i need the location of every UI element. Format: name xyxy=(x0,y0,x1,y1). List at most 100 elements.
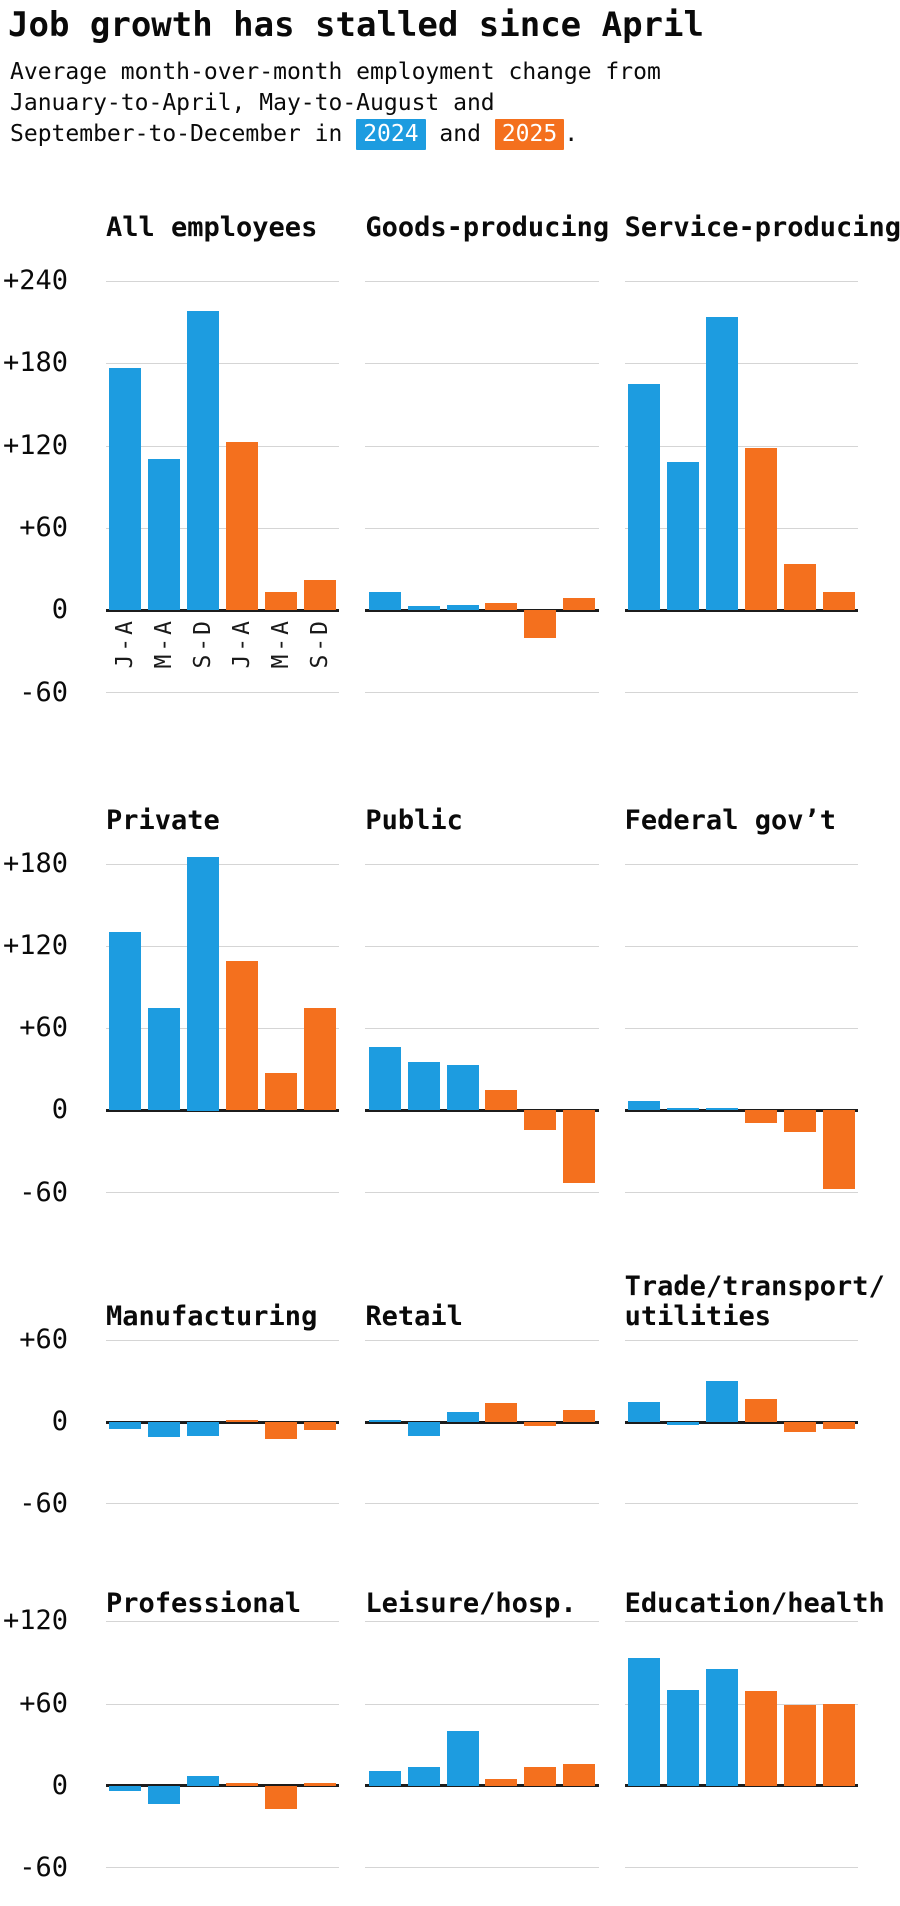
bar-2025-j-a xyxy=(744,1398,777,1423)
gridline xyxy=(365,1339,599,1341)
gridline xyxy=(106,1703,340,1705)
zero-axis-line xyxy=(106,1784,340,1788)
bar-2025-m-a xyxy=(783,1705,816,1786)
bar-2024-m-a xyxy=(407,1062,440,1111)
chart-subtitle: Average month-over-month employment chan… xyxy=(10,57,858,151)
y-tick-label: 0 xyxy=(51,1094,68,1126)
panel-title: All employees xyxy=(106,212,318,244)
bar-2024-s-d xyxy=(446,604,479,611)
chart-row-3: +60 0 -60 Manufacturing Retail Trade/transpor… xyxy=(2,1240,885,1519)
bar-2025-j-a xyxy=(485,603,518,611)
bar-2024-s-d xyxy=(187,1776,220,1786)
bar-2024-s-d xyxy=(187,311,220,611)
chart-row-4: +120 +60 0 -60 Professional Leisure/hosp. Educ… xyxy=(2,1539,885,1883)
bar-2024-s-d xyxy=(705,1107,738,1111)
panel-public: Public xyxy=(365,756,599,1193)
gridline xyxy=(365,1621,599,1623)
zero-axis-line xyxy=(624,1420,858,1424)
gridline xyxy=(624,945,858,947)
panel-title: Private xyxy=(106,804,220,836)
gridline xyxy=(365,945,599,947)
bar-2025-j-a xyxy=(485,1089,518,1111)
gridline xyxy=(106,1191,340,1193)
zero-axis-line xyxy=(624,1108,858,1112)
y-tick-label: -60 xyxy=(19,1852,68,1884)
legend-chip-2024: 2024 xyxy=(356,119,426,151)
panel-title: Retail xyxy=(365,1300,463,1332)
gridline xyxy=(106,863,340,865)
y-tick-label: -60 xyxy=(19,1488,68,1520)
bar-2024-j-a xyxy=(368,1047,401,1111)
bar-2025-s-d xyxy=(822,1703,855,1786)
gridline xyxy=(106,281,340,283)
panel-federal-gov-t: Federal gov’t xyxy=(624,756,858,1193)
panel-title: Public xyxy=(365,804,463,836)
zero-axis-line xyxy=(365,608,599,612)
bar-2025-s-d xyxy=(822,592,855,611)
bar-2025-j-a xyxy=(744,1110,777,1123)
panel-education-health: Education/health xyxy=(624,1539,885,1869)
bar-2025-m-a xyxy=(783,563,816,611)
panel-title: Professional xyxy=(106,1588,302,1620)
bar-2025-j-a xyxy=(226,960,259,1111)
y-tick-label: +180 xyxy=(2,347,68,379)
bar-2024-m-a xyxy=(666,1422,699,1425)
zero-axis-line xyxy=(365,1108,599,1112)
chart-row-2: +180 +120 +60 0 -60 Private Public Federal gov’… xyxy=(2,756,858,1208)
bar-2024-m-a xyxy=(666,1689,699,1786)
bar-2024-j-a xyxy=(628,1658,661,1786)
bar-2025-m-a xyxy=(524,1766,557,1786)
gridline xyxy=(106,363,340,365)
gridline xyxy=(365,691,599,693)
gridline xyxy=(365,1703,599,1705)
bar-2024-j-a xyxy=(368,1419,401,1423)
y-tick-label: +180 xyxy=(2,847,68,879)
bar-2025-s-d xyxy=(303,1007,336,1111)
gridline xyxy=(365,863,599,865)
panel-title: Federal gov’t xyxy=(624,804,836,836)
zero-axis-line xyxy=(624,1784,858,1788)
bar-2024-j-a xyxy=(109,1785,142,1792)
panel-trade-transport-utilities: Trade/transport/utilities xyxy=(624,1240,885,1505)
gridline xyxy=(106,527,340,529)
y-tick-label: 0 xyxy=(51,1406,68,1438)
zero-axis-line xyxy=(624,608,858,612)
bar-2025-s-d xyxy=(303,580,336,611)
gridline xyxy=(106,1028,340,1030)
bar-2024-s-d xyxy=(705,316,738,611)
bar-2025-s-d xyxy=(822,1110,855,1189)
gridline xyxy=(365,281,599,283)
y-axis: +240 +180 +120 +60 0 -60 xyxy=(2,163,80,708)
bar-2025-s-d xyxy=(563,1110,596,1184)
bar-2024-j-a xyxy=(628,383,661,611)
y-tick-label: +240 xyxy=(2,265,68,297)
page-title: Job growth has stalled since April xyxy=(8,5,704,45)
y-tick-label: +60 xyxy=(19,1012,68,1044)
panel-goods-producing: Goods-producing xyxy=(365,163,609,693)
subtitle-and: and xyxy=(425,121,495,148)
page: Job growth has stalled since April Avera… xyxy=(0,5,900,1906)
bar-2024-j-a xyxy=(109,367,142,611)
bar-2025-m-a xyxy=(265,592,297,611)
bar-2024-s-d xyxy=(705,1380,738,1423)
legend-chip-2025: 2025 xyxy=(494,119,565,151)
y-axis: +180 +120 +60 0 -60 xyxy=(2,756,80,1208)
y-tick-label: 0 xyxy=(51,1769,68,1801)
y-tick-label: 0 xyxy=(51,594,68,626)
bar-2025-m-a xyxy=(524,1422,557,1427)
subtitle-line-1: Average month-over-month employment chan… xyxy=(10,59,661,86)
x-tick-label: M-A xyxy=(151,618,178,669)
zero-axis-line xyxy=(365,1784,599,1788)
bar-2024-j-a xyxy=(368,1770,401,1786)
gridline xyxy=(624,281,858,283)
bar-2024-s-d xyxy=(187,1422,220,1436)
bar-2025-s-d xyxy=(563,1764,596,1786)
panel-title: Manufacturing xyxy=(106,1300,318,1332)
y-tick-label: +120 xyxy=(2,429,68,461)
gridline xyxy=(106,445,340,447)
bar-2025-j-a xyxy=(485,1779,518,1786)
bar-2024-j-a xyxy=(628,1100,661,1111)
y-axis: +120 +60 0 -60 xyxy=(2,1539,80,1883)
subtitle-line-3: September-to-December in 2024 and 2025. xyxy=(10,119,858,151)
gridline xyxy=(624,1703,858,1705)
